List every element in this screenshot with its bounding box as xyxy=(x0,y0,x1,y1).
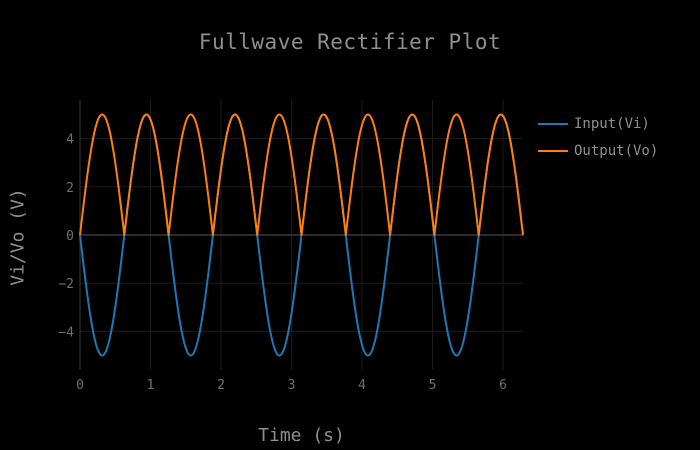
y-tick-label: 0 xyxy=(66,229,74,244)
y-tick-label: −2 xyxy=(58,277,74,292)
y-axis-label: Vi/Vo (V) xyxy=(7,188,29,286)
legend-swatch-output xyxy=(538,149,568,152)
legend-swatch-input xyxy=(538,122,568,125)
tick-label-layer: 0 1 2 3 4 5 6 −4 −2 0 2 4 xyxy=(58,133,507,393)
x-tick-label: 2 xyxy=(217,378,225,393)
y-tick-label: −4 xyxy=(58,325,74,340)
y-tick-label: 4 xyxy=(66,133,74,148)
legend-label-input: Input(Vi) xyxy=(574,115,650,132)
x-tick-label: 4 xyxy=(358,378,366,393)
legend-item-input[interactable]: Input(Vi) xyxy=(538,110,658,137)
x-tick-label: 1 xyxy=(147,378,155,393)
legend-label-output: Output(Vo) xyxy=(574,142,659,159)
x-tick-label: 3 xyxy=(288,378,296,393)
y-tick-label: 2 xyxy=(66,181,74,196)
x-tick-label: 0 xyxy=(76,378,84,393)
x-tick-label: 6 xyxy=(499,378,507,393)
legend-item-output[interactable]: Output(Vo) xyxy=(538,137,658,164)
chart-title: Fullwave Rectifier Plot xyxy=(198,30,502,54)
series-layer xyxy=(79,113,524,357)
legend[interactable]: Input(Vi) Output(Vo) xyxy=(538,110,658,164)
x-tick-label: 5 xyxy=(429,378,437,393)
x-axis-label: Time (s) xyxy=(258,425,345,446)
series-output-line xyxy=(79,113,524,236)
